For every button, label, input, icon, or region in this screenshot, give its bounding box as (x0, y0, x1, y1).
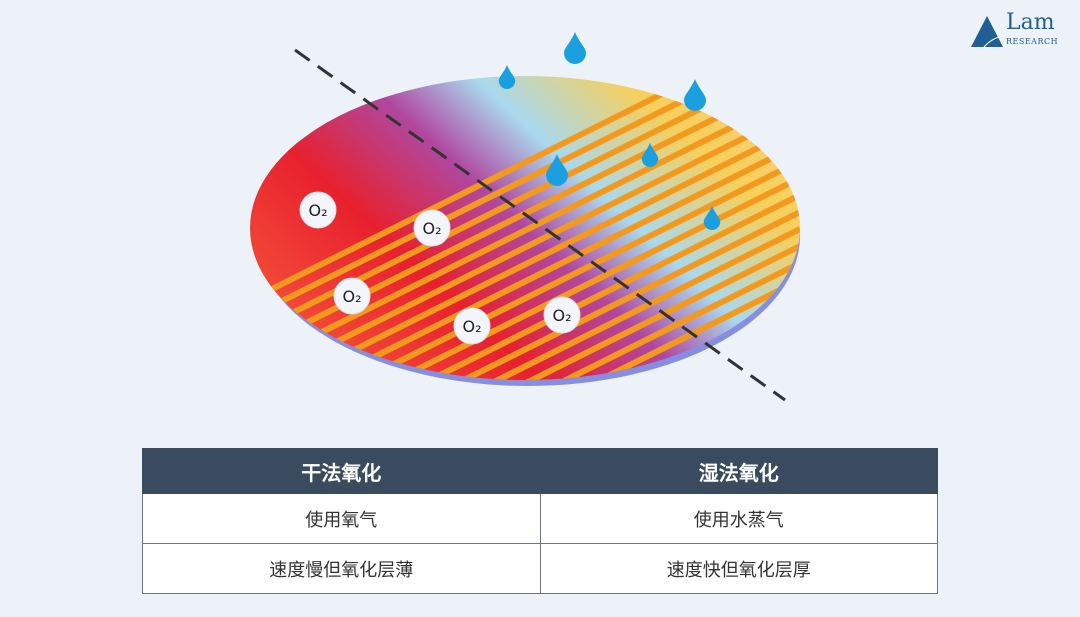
header-dry-oxidation: 干法氧化 (142, 448, 541, 494)
oxide-stripe (258, 107, 800, 380)
water-droplet-icon (641, 143, 659, 167)
oxygen-label: O₂ (308, 201, 327, 220)
water-droplet-icon (703, 206, 721, 230)
table-row: 使用氧气 使用水蒸气 (142, 493, 938, 544)
oxide-stripe (258, 158, 800, 380)
oxide-stripe (258, 90, 800, 366)
comparison-table: 干法氧化 湿法氧化 使用氧气 使用水蒸气 速度慢但氧化层薄 速度快但氧化层厚 (142, 448, 938, 594)
oxygen-molecule: O₂ (333, 277, 371, 315)
table-cell: 使用氧气 (142, 493, 541, 544)
header-wet-oxidation: 湿法氧化 (539, 448, 938, 494)
oxygen-label: O₂ (462, 317, 481, 336)
table-cell: 使用水蒸气 (539, 493, 938, 544)
oxide-stripe (258, 260, 800, 380)
oxide-stripe (258, 76, 800, 298)
water-droplet-icon (498, 65, 516, 89)
oxygen-molecule: O₂ (543, 296, 581, 334)
water-droplet-icon (684, 79, 706, 111)
table-row: 速度慢但氧化层薄 速度快但氧化层厚 (142, 543, 938, 594)
oxygen-label: O₂ (552, 306, 571, 325)
table-cell: 速度慢但氧化层薄 (142, 543, 541, 594)
water-droplet-icon (546, 154, 568, 186)
oxygen-molecule: O₂ (453, 307, 491, 345)
table-header-row: 干法氧化 湿法氧化 (142, 448, 938, 494)
oxide-stripe (258, 192, 800, 380)
oxide-stripe (258, 243, 800, 380)
oxygen-label: O₂ (422, 219, 441, 238)
oxygen-molecule: O₂ (299, 191, 337, 229)
oxidation-diagram: O₂ O₂ O₂ O₂ O₂ (250, 32, 800, 402)
logo-sub: RESEARCH (1006, 37, 1059, 46)
oxygen-label: O₂ (342, 287, 361, 306)
oxide-stripe (258, 209, 800, 380)
table-cell: 速度快但氧化层厚 (539, 543, 938, 594)
oxygen-molecule: O₂ (413, 209, 451, 247)
logo-triangle-icon (971, 16, 1004, 48)
logo-name: Lam (1006, 10, 1055, 35)
oxide-stripe (258, 277, 800, 380)
divider-dashed-line (294, 48, 786, 402)
lam-research-logo: Lam RESEARCH (970, 10, 1070, 52)
oxide-stripe (258, 226, 800, 380)
water-droplet-icon (564, 32, 586, 64)
